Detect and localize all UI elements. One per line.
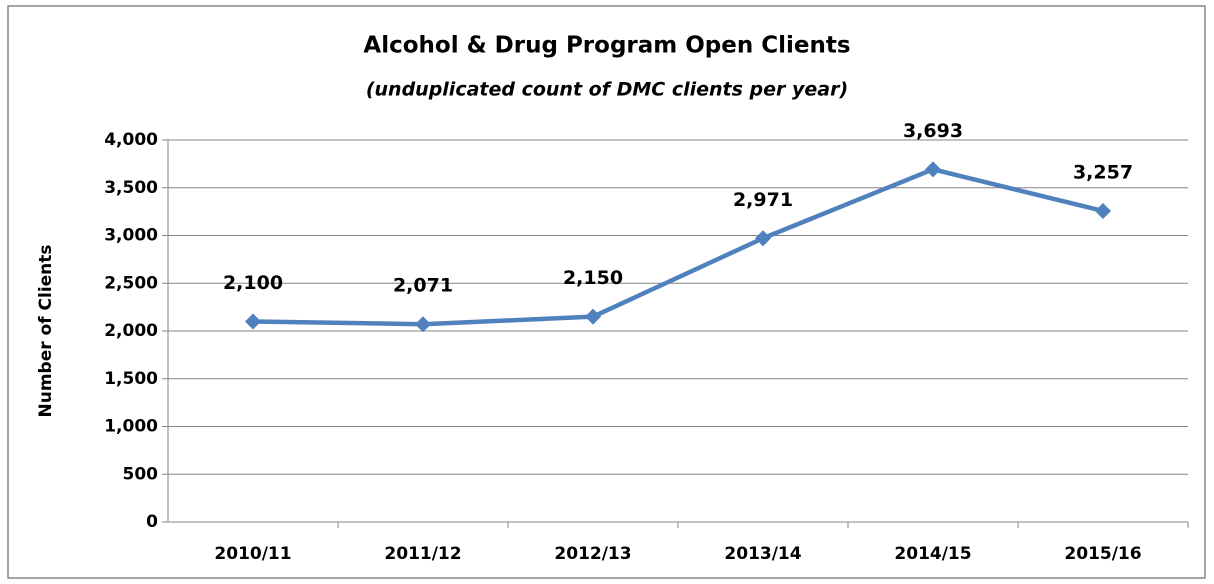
data-label: 2,150 bbox=[563, 267, 623, 289]
marker bbox=[585, 308, 601, 325]
marker bbox=[415, 316, 431, 333]
marker bbox=[1095, 202, 1111, 219]
y-tick-label: 2,500 bbox=[104, 273, 158, 293]
x-tick-label: 2010/11 bbox=[214, 544, 291, 564]
x-tick-label: 2012/13 bbox=[554, 544, 631, 564]
data-label: 3,693 bbox=[903, 120, 963, 142]
x-tick-label: 2011/12 bbox=[384, 544, 461, 564]
data-label: 2,971 bbox=[733, 189, 793, 211]
y-tick-label: 3,000 bbox=[104, 226, 158, 246]
data-label: 2,071 bbox=[393, 275, 453, 297]
y-tick-label: 2,000 bbox=[104, 321, 158, 341]
y-tick-label: 1,000 bbox=[104, 417, 158, 437]
x-tick-label: 2014/15 bbox=[894, 544, 971, 564]
x-tick-label: 2013/14 bbox=[724, 544, 801, 564]
y-tick-label: 500 bbox=[123, 464, 159, 484]
marker bbox=[245, 313, 261, 330]
chart-border bbox=[7, 5, 1206, 579]
data-label: 2,100 bbox=[223, 272, 283, 294]
line-series bbox=[252, 167, 1104, 327]
data-label: 3,257 bbox=[1073, 161, 1133, 183]
y-tick-label: 0 bbox=[146, 512, 158, 532]
chart-title: Alcohol & Drug Program Open Clients bbox=[363, 33, 850, 59]
y-tick-label: 3,500 bbox=[104, 178, 158, 198]
marker bbox=[755, 230, 771, 247]
x-tick-label: 2015/16 bbox=[1064, 544, 1141, 564]
y-tick-label: 1,500 bbox=[104, 369, 158, 389]
y-axis-label: Number of Clients bbox=[36, 244, 56, 417]
marker bbox=[925, 161, 941, 178]
chart-subtitle: (unduplicated count of DMC clients per y… bbox=[366, 79, 848, 101]
y-tick-label: 4,000 bbox=[104, 130, 158, 150]
